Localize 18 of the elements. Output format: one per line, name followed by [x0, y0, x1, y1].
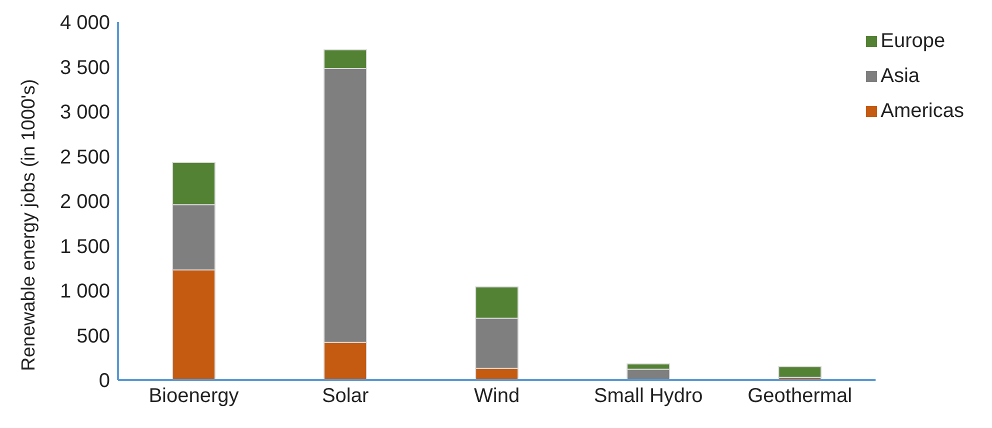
y-axis-title: Renewable energy jobs (in 1000's) [18, 79, 40, 371]
x-tick-label: Geothermal [748, 385, 852, 408]
y-tick-label: 2 500 [60, 146, 110, 168]
x-tick-label: Wind [474, 385, 520, 408]
y-tick-label: 2 000 [60, 191, 110, 214]
y-tick-label: 1 500 [60, 236, 110, 258]
x-tick-label: Bioenergy [148, 385, 239, 408]
y-tick-label: 3 000 [60, 102, 110, 124]
legend-label: Asia [880, 65, 921, 88]
legend-label: Europe [880, 30, 946, 53]
y-tick-label: 500 [76, 325, 110, 348]
x-tick-label: Small Hydro [594, 385, 703, 408]
y-tick-label: 0 [98, 370, 110, 392]
legend-label: Americas [880, 100, 964, 123]
y-tick-label: 1 000 [60, 280, 110, 303]
y-tick-label: 3 500 [60, 56, 110, 79]
y-tick-label: 4 000 [60, 12, 110, 34]
x-tick-label: Solar [322, 385, 369, 408]
